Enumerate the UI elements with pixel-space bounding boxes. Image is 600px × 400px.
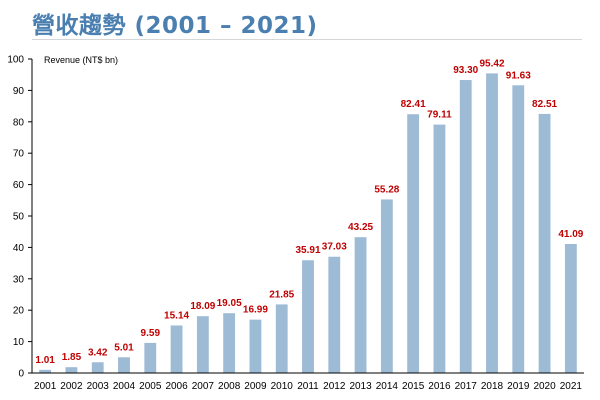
bar-value-label: 95.42 bbox=[479, 58, 504, 69]
y-tick-label: 40 bbox=[13, 243, 25, 254]
bar-2021 bbox=[564, 243, 577, 373]
bar-value-label: 1.01 bbox=[35, 355, 55, 366]
title-divider bbox=[32, 39, 582, 40]
bar-value-label: 9.59 bbox=[141, 328, 161, 339]
x-tick-label: 2015 bbox=[402, 381, 425, 392]
bar-2007 bbox=[196, 316, 209, 373]
bar-value-label: 18.09 bbox=[190, 301, 215, 312]
bar-value-label: 79.11 bbox=[427, 110, 452, 121]
y-axis-title: Revenue (NT$ bn) bbox=[44, 55, 118, 65]
x-tick-label: 2007 bbox=[192, 381, 215, 392]
bar-2011 bbox=[302, 260, 314, 373]
bar-2005 bbox=[144, 342, 157, 373]
bar-value-label: 82.41 bbox=[401, 99, 426, 110]
x-tick-label: 2008 bbox=[218, 381, 241, 392]
x-tick-label: 2004 bbox=[113, 381, 136, 392]
bar-value-label: 55.28 bbox=[374, 184, 399, 195]
y-tick-label: 90 bbox=[13, 86, 25, 97]
y-tick-label: 0 bbox=[18, 369, 24, 380]
x-tick-label: 2019 bbox=[507, 381, 530, 392]
y-tick-label: 80 bbox=[13, 117, 25, 128]
bar-2006 bbox=[170, 325, 183, 373]
bar-value-label: 93.30 bbox=[453, 65, 478, 76]
bar-value-label: 43.25 bbox=[348, 222, 373, 233]
bar-value-label: 1.85 bbox=[62, 352, 82, 363]
bar-2016 bbox=[433, 124, 446, 373]
x-tick-label: 2017 bbox=[455, 381, 478, 392]
x-tick-label: 2010 bbox=[271, 381, 294, 392]
bar-2001 bbox=[39, 369, 52, 373]
x-tick-label: 2018 bbox=[481, 381, 504, 392]
bar-value-label: 35.91 bbox=[295, 245, 320, 256]
bar-2002 bbox=[65, 367, 78, 373]
bar-2004 bbox=[118, 357, 130, 373]
y-tick-label: 10 bbox=[13, 337, 25, 348]
y-tick-label: 100 bbox=[7, 55, 24, 66]
bar-2019 bbox=[512, 85, 525, 373]
y-tick-label: 70 bbox=[13, 149, 25, 160]
bar-value-label: 3.42 bbox=[88, 347, 108, 358]
bar-value-label: 91.63 bbox=[506, 70, 531, 81]
bar-2017 bbox=[459, 80, 472, 374]
y-tick-label: 60 bbox=[13, 180, 25, 191]
y-tick-label: 50 bbox=[13, 212, 25, 223]
bar-2012 bbox=[328, 256, 341, 373]
bar-value-label: 5.01 bbox=[114, 342, 134, 353]
x-tick-label: 2021 bbox=[560, 381, 583, 392]
x-tick-label: 2013 bbox=[349, 381, 372, 392]
x-tick-label: 2016 bbox=[428, 381, 451, 392]
bar-2010 bbox=[275, 304, 288, 373]
y-tick-label: 20 bbox=[13, 306, 25, 317]
x-tick-label: 2020 bbox=[533, 381, 556, 392]
bar-value-label: 19.05 bbox=[217, 298, 242, 309]
x-tick-label: 2014 bbox=[376, 381, 399, 392]
x-tick-label: 2003 bbox=[87, 381, 110, 392]
x-tick-label: 2009 bbox=[244, 381, 267, 392]
x-tick-label: 2002 bbox=[60, 381, 83, 392]
x-tick-label: 2012 bbox=[323, 381, 346, 392]
bar-value-label: 15.14 bbox=[164, 310, 189, 321]
y-tick-label: 30 bbox=[13, 274, 25, 285]
bar-value-label: 16.99 bbox=[243, 305, 268, 316]
bar-2020 bbox=[538, 113, 551, 373]
bar-2008 bbox=[223, 313, 236, 373]
bar-2013 bbox=[354, 237, 367, 373]
x-tick-label: 2001 bbox=[34, 381, 57, 392]
bar-value-label: 37.03 bbox=[322, 242, 347, 253]
x-tick-label: 2011 bbox=[297, 381, 319, 392]
bar-value-label: 82.51 bbox=[532, 99, 557, 110]
bar-2009 bbox=[249, 319, 262, 373]
bar-2003 bbox=[91, 362, 104, 373]
bar-2015 bbox=[407, 114, 420, 373]
x-tick-label: 2006 bbox=[165, 381, 188, 392]
bar-value-label: 21.85 bbox=[269, 289, 294, 300]
page-title: 營收趨勢 (2001 – 2021) bbox=[32, 13, 318, 39]
bar-2018 bbox=[486, 73, 498, 374]
bar-value-label: 41.09 bbox=[558, 229, 583, 240]
bar-2014 bbox=[380, 199, 393, 373]
x-tick-label: 2005 bbox=[139, 381, 162, 392]
